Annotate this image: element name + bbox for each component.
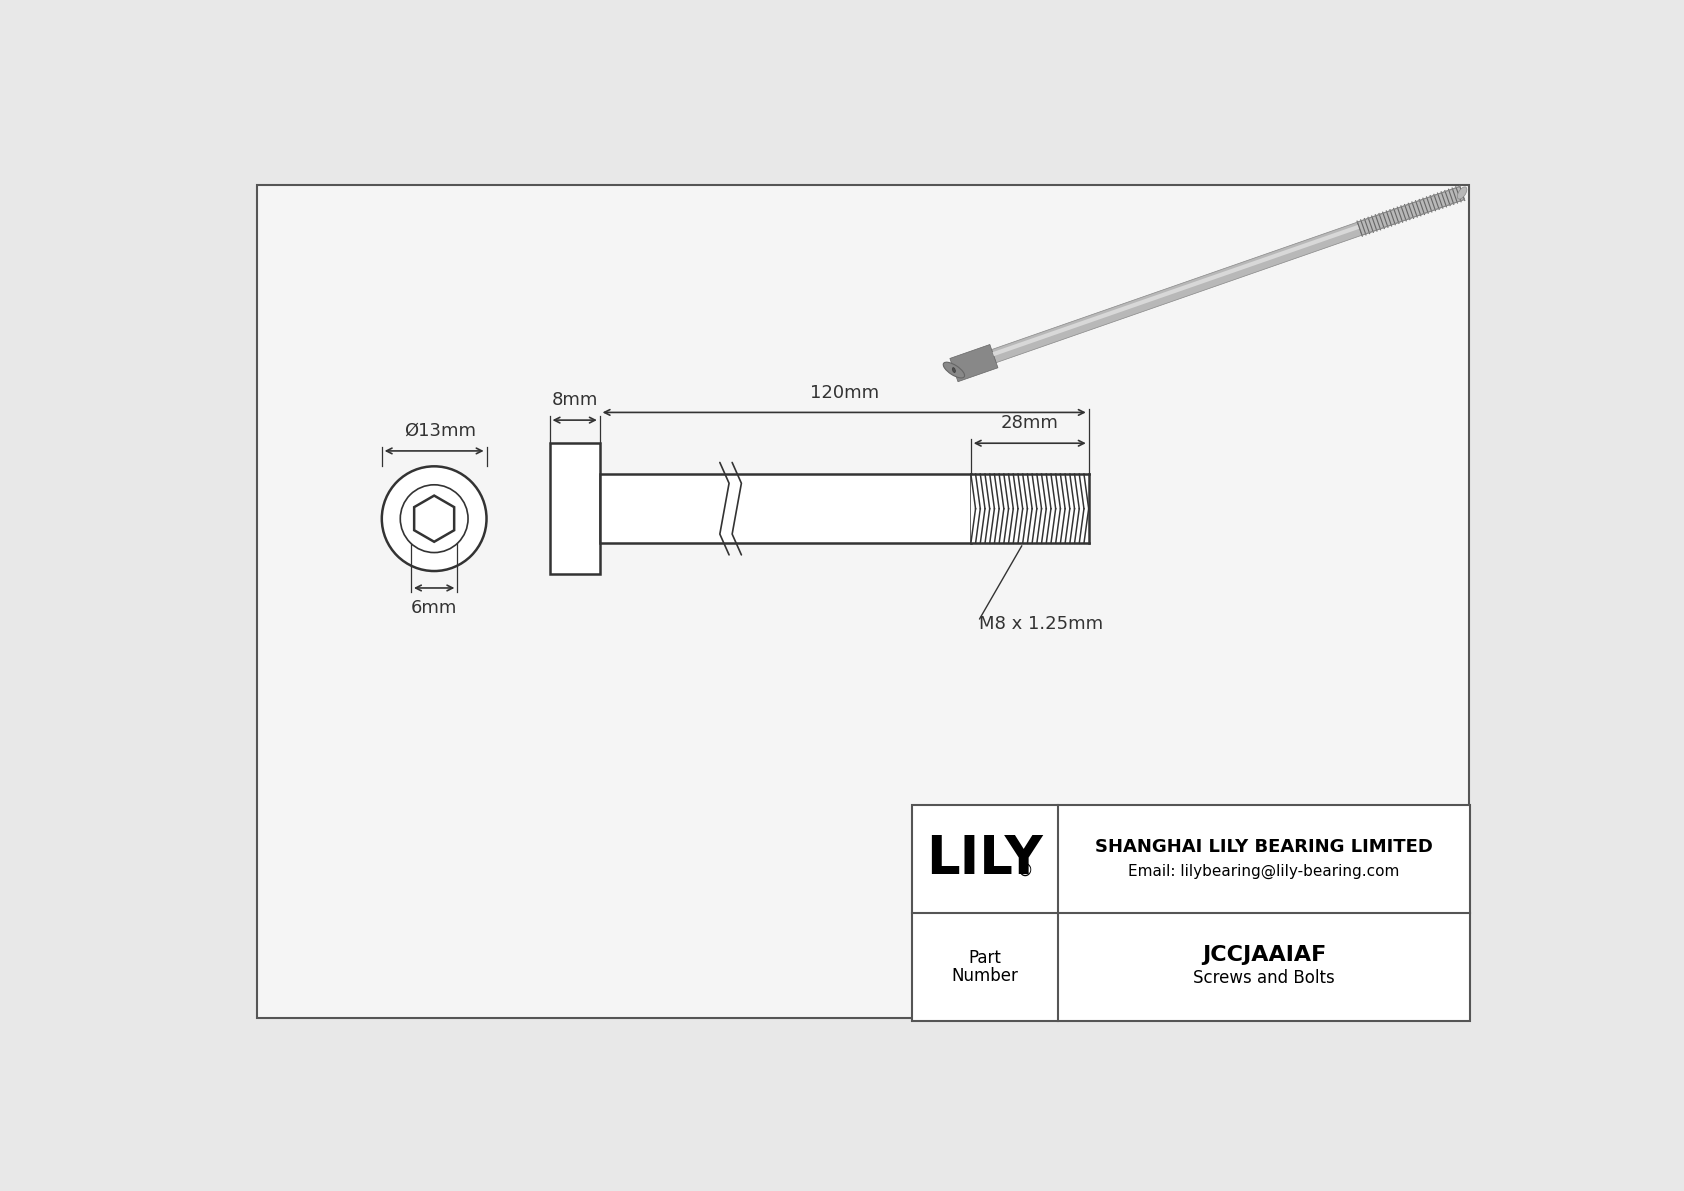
Ellipse shape	[1457, 187, 1467, 199]
Text: 8mm: 8mm	[551, 392, 598, 410]
Polygon shape	[953, 368, 955, 373]
Text: Email: lilybearing@lily-bearing.com: Email: lilybearing@lily-bearing.com	[1128, 863, 1399, 879]
Text: 28mm: 28mm	[1000, 414, 1059, 432]
Text: ®: ®	[1017, 861, 1032, 880]
Polygon shape	[992, 222, 1362, 363]
Polygon shape	[414, 495, 455, 542]
Text: 6mm: 6mm	[411, 599, 458, 617]
Circle shape	[382, 467, 487, 570]
Text: Part: Part	[968, 948, 1002, 967]
Bar	[600, 474, 972, 543]
Text: M8 x 1.25mm: M8 x 1.25mm	[980, 616, 1103, 634]
Text: Number: Number	[951, 967, 1019, 985]
Polygon shape	[1357, 187, 1465, 235]
Text: 120mm: 120mm	[810, 384, 879, 401]
Text: Screws and Bolts: Screws and Bolts	[1192, 969, 1335, 987]
Circle shape	[401, 485, 468, 553]
Text: JCCJAAIAF: JCCJAAIAF	[1202, 946, 1325, 965]
Text: SHANGHAI LILY BEARING LIMITED: SHANGHAI LILY BEARING LIMITED	[1095, 837, 1433, 855]
Bar	[972, 474, 1088, 543]
Text: LILY: LILY	[926, 833, 1042, 885]
Ellipse shape	[943, 362, 965, 378]
Bar	[549, 443, 600, 574]
Text: Ø13mm: Ø13mm	[404, 422, 477, 441]
Bar	[911, 805, 1470, 1021]
Polygon shape	[992, 225, 1359, 356]
Polygon shape	[950, 344, 999, 381]
